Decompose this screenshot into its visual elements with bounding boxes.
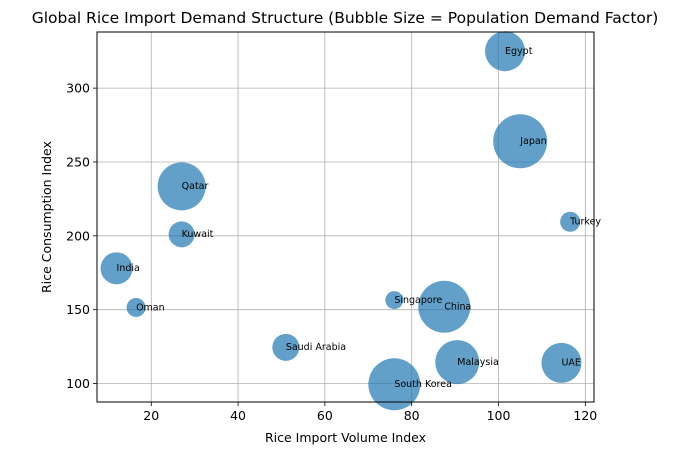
bubble-label: Singapore	[394, 295, 442, 306]
bubble-label: UAE	[561, 358, 580, 369]
bubble	[385, 291, 404, 310]
y-tick-label: 100	[66, 376, 90, 391]
bubble-label: Egypt	[505, 46, 533, 57]
x-tick-label: 40	[230, 408, 246, 423]
bubble	[560, 211, 581, 232]
bubble	[418, 280, 471, 333]
bubbles	[100, 31, 582, 411]
bubble	[157, 162, 206, 211]
bubble-label: Japan	[519, 136, 547, 147]
bubble-label: China	[444, 302, 471, 313]
x-tick-label: 60	[317, 408, 333, 423]
x-tick-label: 100	[487, 408, 511, 423]
bubble-label: Malaysia	[457, 357, 499, 368]
bubble-label: Saudi Arabia	[286, 342, 346, 353]
chart-title: Global Rice Import Demand Structure (Bub…	[32, 9, 659, 27]
x-axis-label: Rice Import Volume Index	[265, 430, 426, 445]
y-tick-label: 300	[66, 81, 90, 96]
bubble-label: Oman	[136, 302, 165, 313]
bubble	[541, 342, 582, 383]
bubble	[100, 252, 133, 285]
x-tick-label: 120	[573, 408, 597, 423]
x-tick-label: 80	[404, 408, 420, 423]
bubble	[126, 297, 146, 317]
bubble	[435, 340, 480, 385]
x-tick-label: 20	[143, 408, 159, 423]
bubble	[485, 31, 526, 72]
bubble	[272, 333, 300, 361]
bubble-label: Kuwait	[182, 229, 214, 240]
bubble	[493, 114, 548, 169]
bubble-labels: Egypt Japan Turkey Qatar Kuwait India Oman Sing…	[117, 46, 602, 390]
bubble-label: Qatar	[182, 181, 209, 192]
axis-ticks: 20 40 60 80 100 120 100 150 200 250 300	[66, 81, 597, 423]
plot-frame	[96, 31, 595, 403]
bubble-label: South Korea	[394, 379, 452, 390]
y-tick-label: 250	[66, 154, 90, 169]
bubble	[168, 221, 195, 248]
y-axis-label: Rice Consumption Index	[39, 141, 54, 293]
bubble	[368, 358, 421, 411]
y-tick-label: 200	[66, 228, 90, 243]
bubble-label: India	[117, 263, 140, 274]
bubble-label: Turkey	[569, 217, 601, 228]
y-tick-label: 150	[66, 302, 90, 317]
